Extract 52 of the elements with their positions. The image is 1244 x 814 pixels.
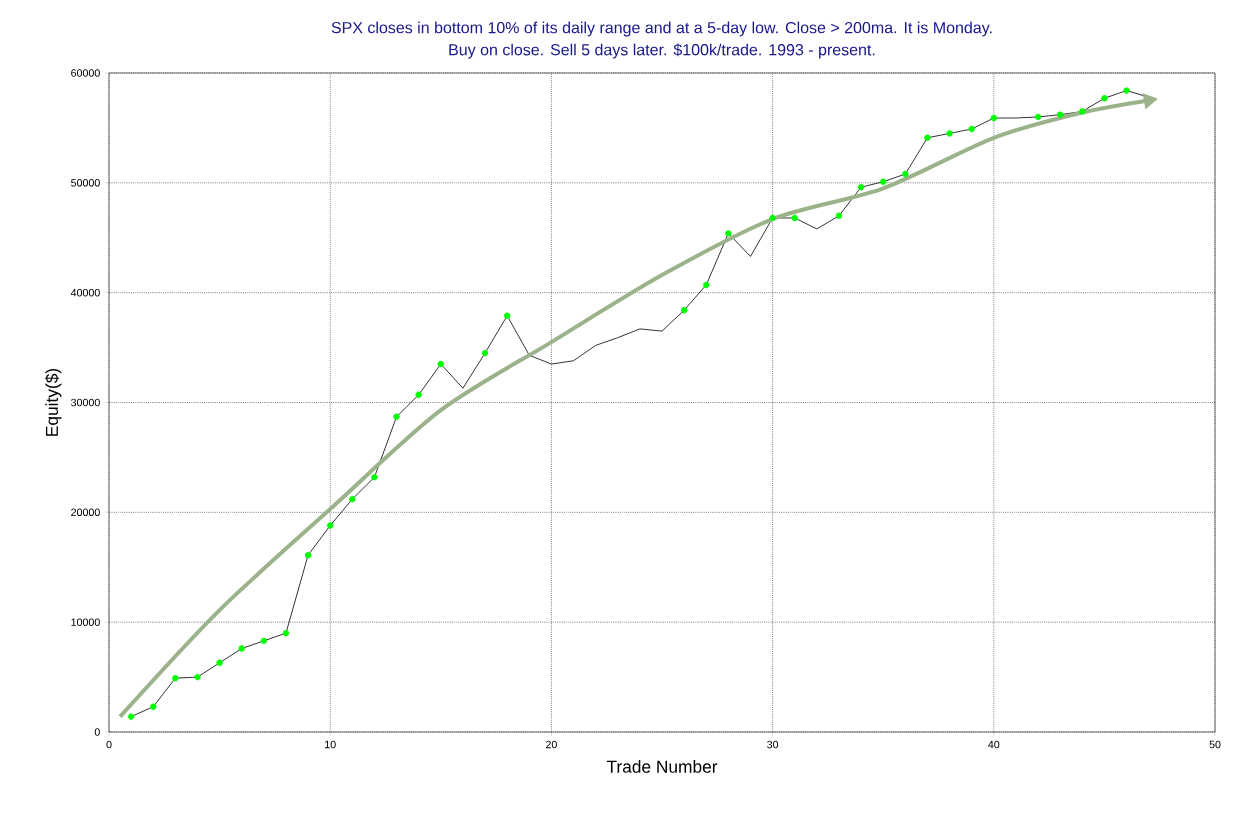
point	[238, 645, 245, 652]
point	[503, 312, 511, 319]
point	[725, 230, 732, 237]
x-tick-label: 10	[325, 740, 336, 749]
y-tick-label: 60000	[71, 69, 100, 77]
point	[481, 349, 489, 357]
point	[902, 170, 909, 178]
point	[680, 307, 688, 314]
chart-subtitle: Buy on close. Sell 5 days later. $100k/trade. 1993 - present.	[449, 43, 875, 59]
y-tick-label: 30000	[71, 398, 100, 407]
chart-title: SPX closes in bottom 10% of its daily range and at a 5-day low. Close > 200ma. It is Monday.	[331, 21, 992, 37]
point	[127, 713, 135, 720]
point	[415, 391, 422, 399]
point	[393, 413, 400, 420]
x-tick-label: 0	[106, 740, 112, 749]
point	[194, 673, 201, 681]
x-tick-label: 50	[1209, 740, 1221, 749]
point	[769, 214, 776, 222]
point	[260, 637, 268, 645]
point	[1056, 111, 1064, 118]
y-tick-label: 10000	[71, 618, 100, 626]
point	[150, 703, 157, 710]
point	[349, 495, 356, 503]
point	[791, 214, 798, 222]
point	[1101, 95, 1108, 102]
point	[282, 629, 290, 637]
point	[216, 659, 223, 667]
point	[946, 130, 953, 137]
y-tick-label: 50000	[71, 179, 100, 187]
point	[968, 125, 975, 133]
point	[1079, 108, 1086, 115]
x-axis-title: Trade Number	[606, 760, 718, 773]
point	[304, 551, 312, 559]
y-axis-title: Equity($)	[45, 368, 62, 436]
point	[437, 360, 445, 368]
y-tick-label: 40000	[70, 288, 100, 297]
point	[703, 281, 710, 289]
point	[1123, 87, 1130, 94]
x-tick-label: 40	[988, 740, 1000, 749]
point	[835, 212, 843, 219]
point	[990, 114, 998, 122]
point	[1034, 113, 1042, 121]
point	[327, 522, 334, 529]
y-tick-label: 20000	[71, 508, 100, 517]
point	[172, 674, 179, 682]
x-tick-label: 30	[767, 740, 779, 749]
point	[857, 184, 865, 191]
point	[880, 178, 887, 185]
x-tick-label: 20	[546, 740, 557, 749]
point	[924, 134, 931, 141]
y-tick-label: 0	[94, 728, 100, 736]
point	[371, 473, 378, 481]
